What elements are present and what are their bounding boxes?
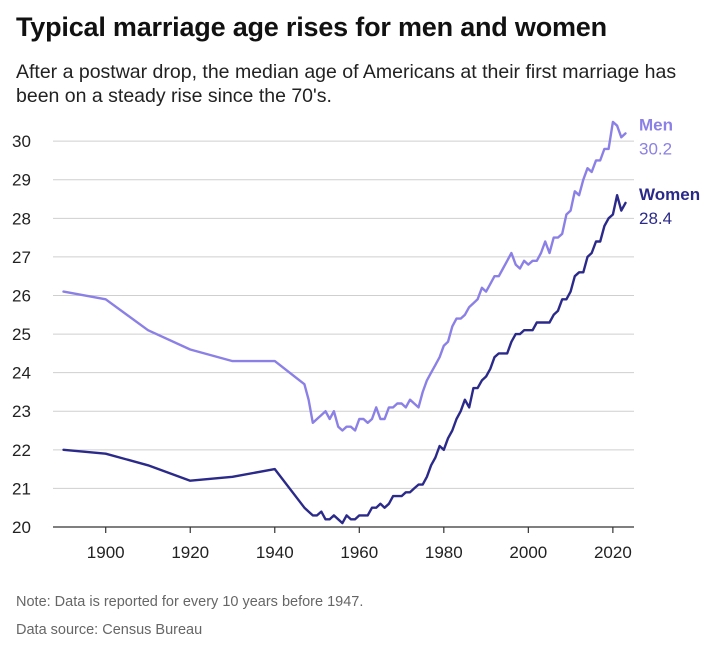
y-tick-label: 21 — [12, 479, 31, 498]
y-tick-label: 23 — [12, 402, 31, 421]
x-axis-ticks: 1900 1920 1940 1960 1980 2000 2020 — [53, 526, 634, 562]
series-lines — [62, 120, 627, 525]
series-end-labels: Men 30.2 Women 28.4 — [639, 115, 700, 227]
series-line-men — [62, 120, 627, 432]
series-end-value-women: 28.4 — [639, 209, 672, 228]
chart-note: Note: Data is reported for every 10 year… — [16, 594, 364, 610]
x-tick-label: 1960 — [340, 543, 378, 562]
x-tick-label: 2020 — [594, 543, 632, 562]
y-tick-label: 27 — [12, 248, 31, 267]
gridlines — [53, 140, 634, 489]
data-source: Data source: Census Bureau — [16, 622, 203, 638]
y-tick-label: 20 — [12, 518, 31, 537]
x-tick-label: 1980 — [425, 543, 463, 562]
y-tick-label: 28 — [12, 209, 31, 228]
x-tick-label: 1940 — [256, 543, 294, 562]
x-tick-label: 1900 — [87, 543, 125, 562]
y-tick-label: 30 — [12, 132, 31, 151]
x-tick-label: 2000 — [509, 543, 547, 562]
y-tick-label: 25 — [12, 325, 31, 344]
chart-title: Typical marriage age rises for men and w… — [16, 12, 607, 42]
series-label-men: Men — [639, 115, 673, 134]
x-tick-label: 1920 — [171, 543, 209, 562]
y-tick-label: 26 — [12, 286, 31, 305]
series-line-women — [62, 194, 627, 525]
series-end-value-men: 30.2 — [639, 139, 672, 158]
y-tick-label: 24 — [12, 364, 31, 383]
y-axis-ticks: 20 21 22 23 24 25 26 27 28 29 30 — [12, 132, 31, 537]
series-label-women: Women — [639, 185, 700, 204]
y-tick-label: 29 — [12, 171, 31, 190]
y-tick-label: 22 — [12, 441, 31, 460]
chart-subtitle: After a postwar drop, the median age of … — [16, 61, 677, 107]
